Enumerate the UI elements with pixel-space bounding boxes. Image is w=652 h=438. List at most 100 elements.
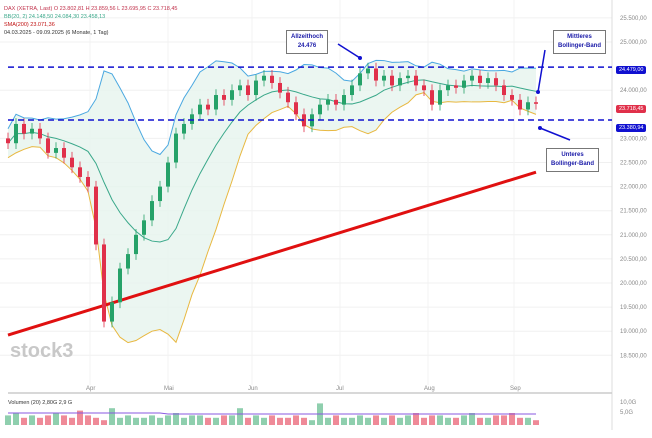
volume-bar [477, 417, 483, 425]
volume-bar [5, 415, 11, 425]
candle [342, 95, 346, 105]
candle [478, 75, 482, 83]
candle [502, 85, 506, 96]
volume-bar [85, 415, 91, 425]
candle [510, 95, 514, 100]
y-tick-label: 25.000,00 [620, 40, 647, 46]
y-tick-label: 20.500,00 [620, 257, 647, 263]
candle [62, 148, 66, 158]
volume-bar [133, 417, 139, 425]
volume-bar [357, 415, 363, 425]
candle [350, 85, 354, 96]
arrow-head-icon [536, 90, 540, 94]
volume-bar [181, 417, 187, 425]
volume-bar [21, 417, 27, 425]
volume-average-line [8, 412, 536, 415]
candle [174, 133, 178, 163]
y-tick-label: 19.500,00 [620, 305, 647, 311]
chart-legend: DAX (XETRA, Last) O 23.802,81 H 23.859,5… [4, 5, 177, 37]
volume-bar [501, 415, 507, 425]
bollinger-fill [8, 60, 536, 343]
volume-bar [533, 420, 539, 425]
candle [30, 128, 34, 134]
candle [382, 75, 386, 81]
volume-bar [205, 417, 211, 425]
sma200-line [7, 170, 537, 337]
volume-bar [61, 415, 67, 425]
candle [414, 75, 418, 86]
candle [46, 138, 50, 153]
annotation-arrow [337, 43, 361, 59]
y-tick-label: 18.500,00 [620, 353, 647, 359]
candle [110, 302, 114, 322]
candle [486, 78, 490, 83]
candle [206, 104, 210, 110]
volume-bar [309, 420, 315, 425]
x-tick-label: Sep [510, 386, 521, 392]
candle [254, 80, 258, 96]
volume-bar [421, 417, 427, 425]
volume-bar [157, 417, 163, 425]
volume-bar [373, 415, 379, 425]
volume-bar [517, 417, 523, 425]
candle [198, 104, 202, 115]
annotation-arrow [539, 127, 571, 141]
candle [182, 123, 186, 134]
candle [158, 186, 162, 202]
volume-bar [469, 413, 475, 425]
volume-bar [221, 415, 227, 425]
candle [366, 68, 370, 74]
volume-bar [389, 415, 395, 425]
lower-band-annotation: Unteres Bollinger-Band [546, 148, 599, 172]
lower-line-tag: 23.380,94 [616, 124, 647, 132]
volume-bar [165, 415, 171, 425]
volume-bar [45, 415, 51, 425]
candle [270, 75, 274, 83]
arrow-head-icon [358, 56, 362, 60]
volume-bar [101, 420, 107, 425]
volume-bar [237, 408, 243, 425]
candle [118, 268, 122, 303]
volume-bar [349, 417, 355, 425]
volume-bar [141, 417, 147, 425]
volume-bar [37, 417, 43, 425]
candle [534, 102, 538, 104]
candle [390, 75, 394, 86]
candle [398, 78, 402, 86]
volume-bar [93, 417, 99, 425]
candle [334, 99, 338, 105]
candle [38, 128, 42, 139]
annotation-arrow [537, 49, 546, 93]
y-tick-label: 21.000,00 [620, 233, 647, 239]
candle [438, 90, 442, 105]
candle [278, 82, 282, 93]
candle [374, 68, 378, 81]
candle [318, 104, 322, 115]
volume-bar [365, 417, 371, 425]
volume-bar [413, 413, 419, 425]
y-tick-label: 20.000,00 [620, 281, 647, 287]
candle [222, 95, 226, 100]
volume-bar [189, 415, 195, 425]
date-range: 04.03.2025 - 09.09.2025 (6 Monate, 1 Tag… [4, 30, 109, 36]
candle [454, 85, 458, 88]
candle [6, 138, 10, 144]
candle [70, 157, 74, 168]
volume-bar [117, 417, 123, 425]
candle [430, 90, 434, 105]
x-tick-label: Jun [248, 386, 258, 392]
volume-bar [485, 417, 491, 425]
x-tick-label: Jul [336, 386, 344, 392]
volume-bar [397, 417, 403, 425]
volume-bar [229, 415, 235, 425]
volume-bar [173, 413, 179, 425]
volume-bar [29, 415, 35, 425]
candle [54, 148, 58, 153]
volume-bar [405, 415, 411, 425]
arrow-head-icon [538, 126, 542, 130]
candle [150, 201, 154, 221]
candle [94, 186, 98, 245]
candle [462, 80, 466, 88]
last-price-tag: 23.718,45 [616, 105, 647, 113]
